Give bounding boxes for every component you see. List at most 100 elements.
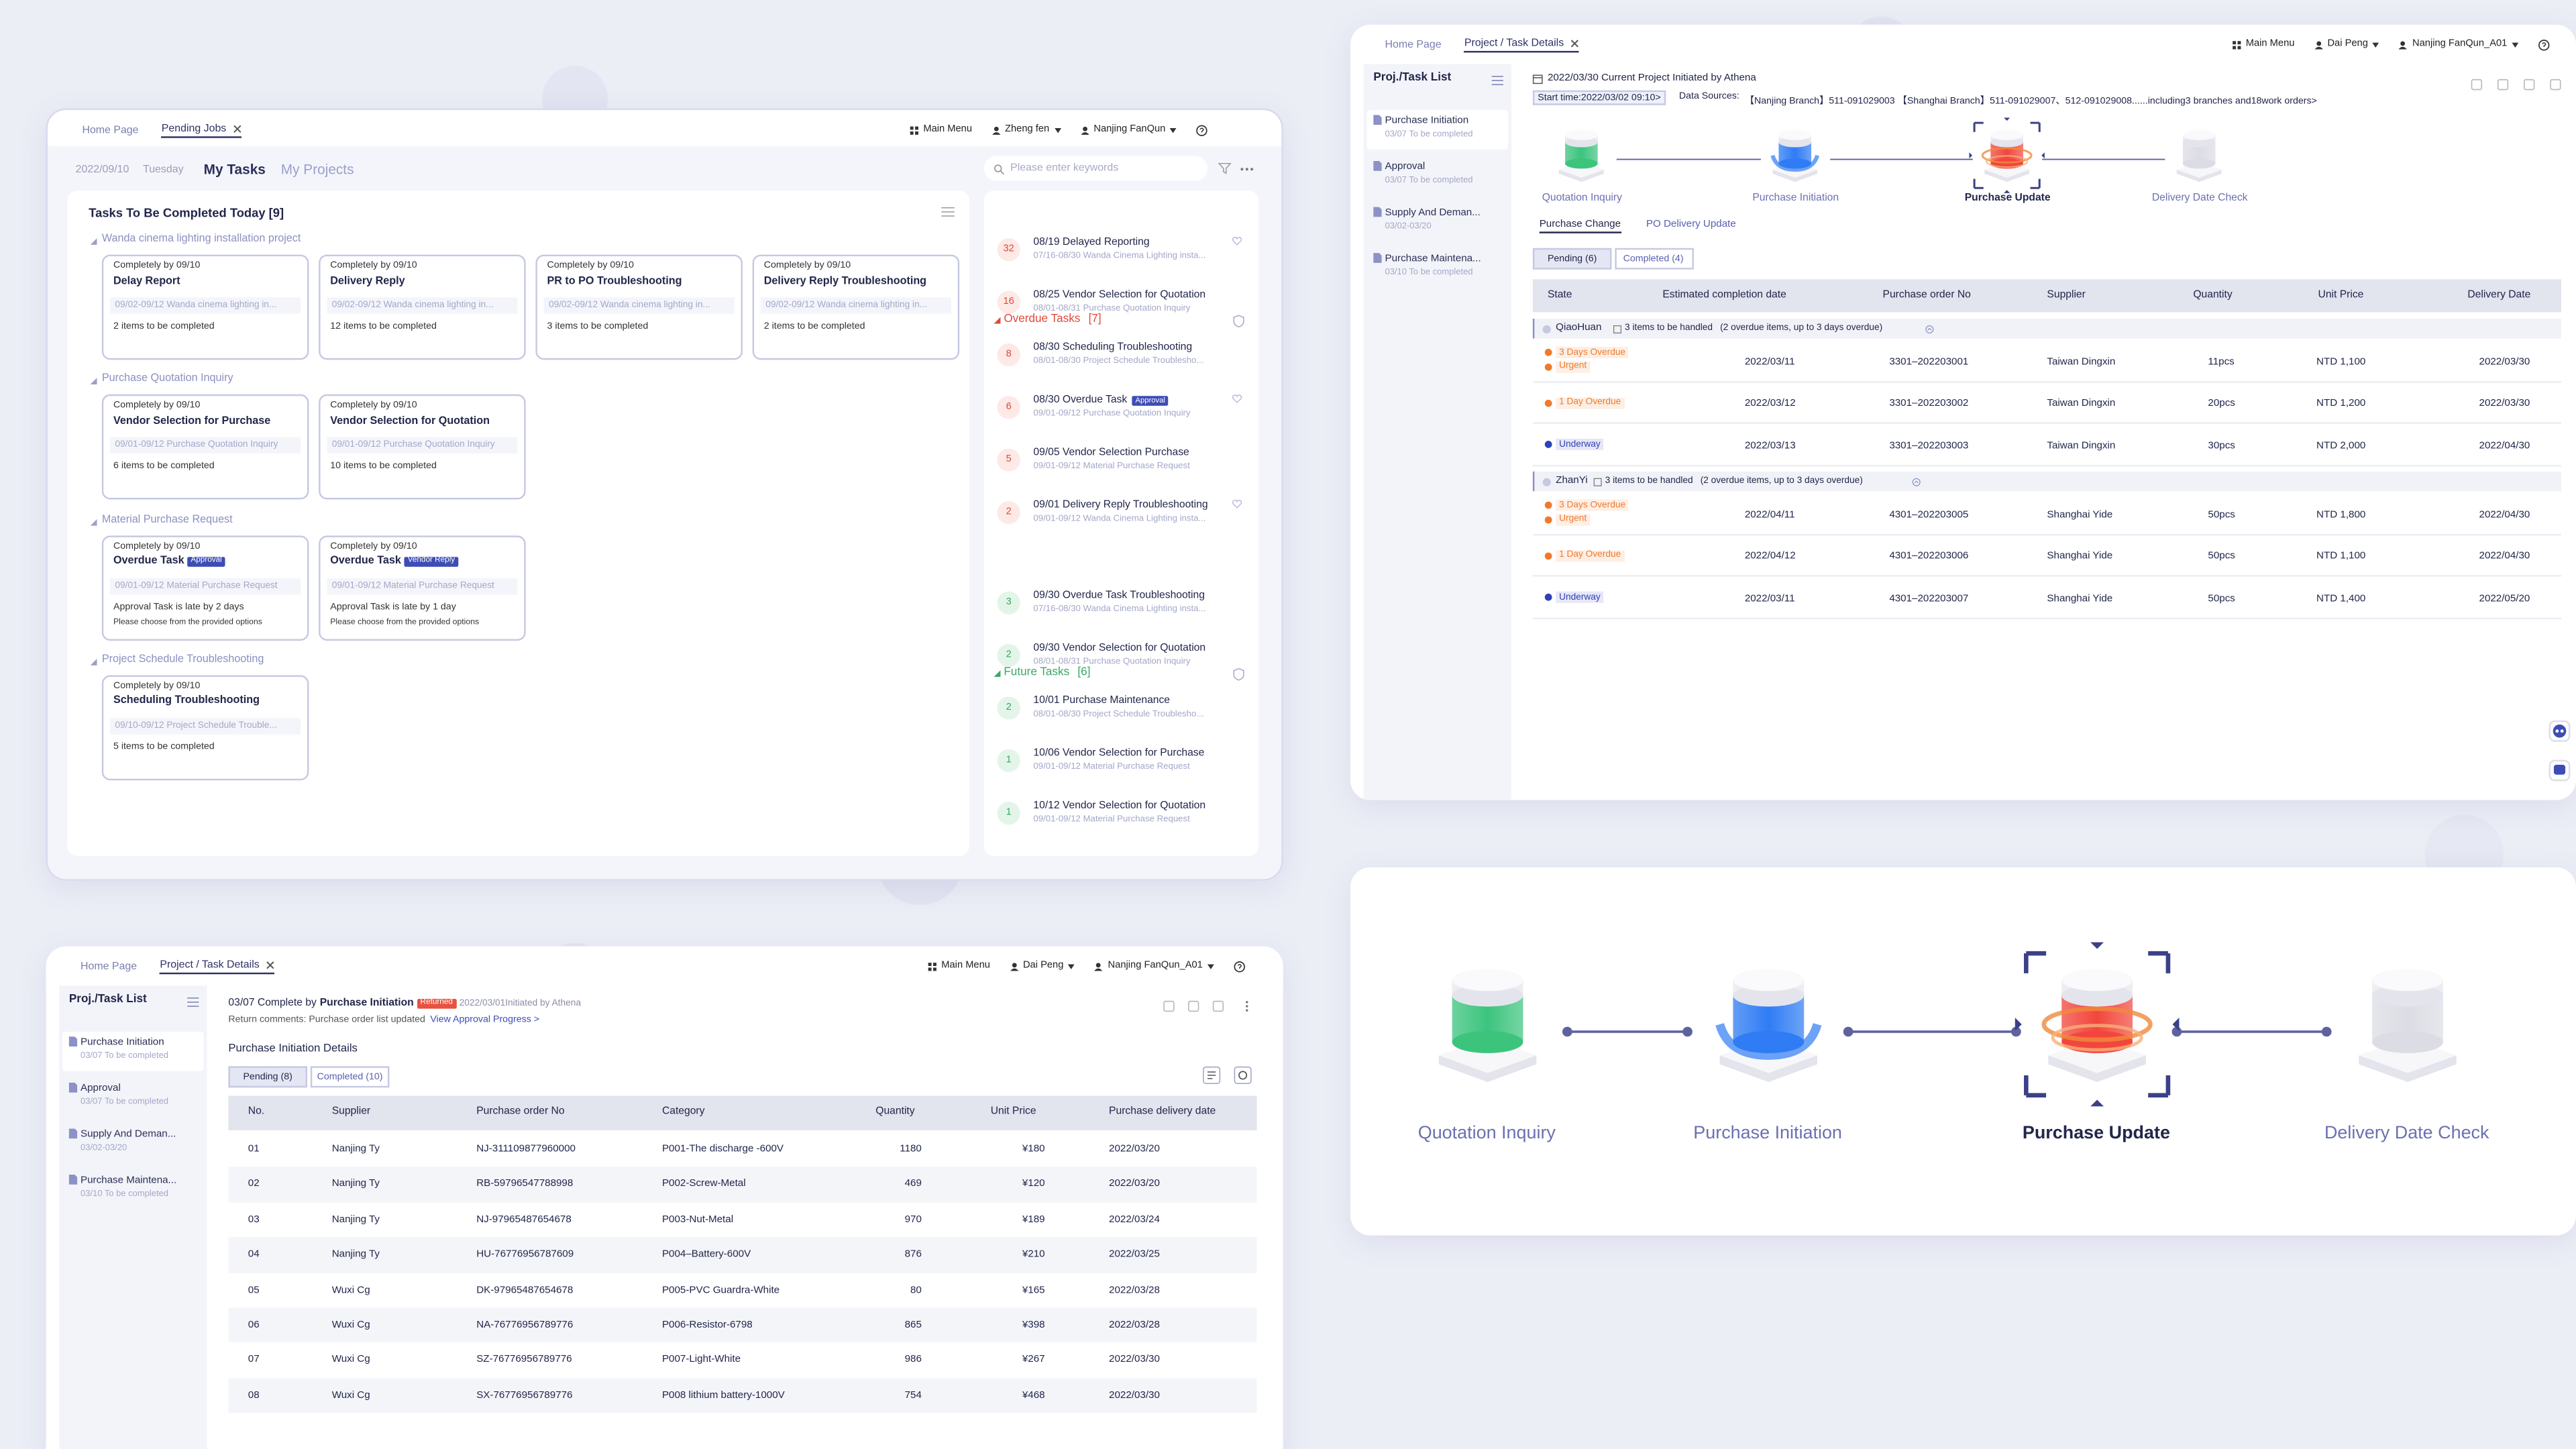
step-label[interactable]: Purchase Update — [1964, 192, 2051, 204]
pending-jobs-panel: Home Page Pending Jobs Main Menu Zheng fen N… — [46, 108, 1283, 881]
menu-item[interactable]: Main Menu — [928, 961, 990, 971]
timeline-title-row[interactable]: 09/01 Delivery Reply Troubleshooting — [1033, 498, 1208, 513]
task-card[interactable]: Completely by 09/10 Vendor Selection for … — [101, 394, 309, 500]
timeline-title-row[interactable]: 08/25 Vendor Selection for Quotation — [1033, 288, 1205, 303]
item-meta: 09/01-09/12 Material Purchase Request — [1033, 762, 1190, 773]
menu-item[interactable]: Nanjing FanQun — [1080, 125, 1177, 135]
task-list-item[interactable]: Purchase Maintena... 03/10 To be complete… — [62, 1170, 204, 1210]
timeline-title-row[interactable]: 08/30 Scheduling Troubleshooting — [1033, 340, 1192, 355]
task-card[interactable]: Completely by 09/10 Delivery Reply Troubl… — [752, 254, 960, 360]
toolbar-icon — [2471, 78, 2483, 91]
owner: ZhanYi — [1556, 474, 1588, 486]
assistant-icon — [2548, 720, 2571, 742]
table-row[interactable] — [228, 1167, 1257, 1203]
search-box[interactable]: Please enter keywords — [983, 156, 1208, 181]
column-header: Unit Price — [2318, 289, 2364, 301]
table-row[interactable] — [1532, 340, 2561, 382]
menu-item[interactable]: Nanjing FanQun_A01 — [2399, 40, 2519, 49]
timeline-title-row[interactable]: 09/05 Vendor Selection Purchase — [1033, 445, 1189, 460]
task-list-sidebar: Proj./Task List Purchase Initiation 03/07 … — [1363, 64, 1512, 800]
table-row[interactable] — [228, 1342, 1257, 1379]
table-cell: 2022/03/25 — [1109, 1248, 1160, 1260]
task-list-item[interactable]: Supply And Deman... 03/02-03/20 — [62, 1124, 204, 1163]
filter[interactable]: Completed (4) — [1615, 248, 1694, 270]
step-label[interactable]: Delivery Date Check — [2324, 1124, 2489, 1144]
table-cell: 11pcs — [2208, 356, 2235, 368]
task-card[interactable]: Completely by 09/10 Scheduling Troublesho… — [101, 675, 309, 780]
menu-item[interactable]: Nanjing FanQun_A01 — [1094, 961, 1215, 971]
view-tab-active[interactable]: My Tasks — [203, 161, 266, 178]
icon-part — [910, 125, 914, 129]
task-card[interactable]: Completely by 09/10 Delay Report 09/02-09/… — [101, 254, 309, 360]
state-icon — [1544, 594, 1552, 602]
tab[interactable]: Home Page — [1385, 38, 1442, 50]
step-label[interactable]: Purchase Initiation — [1752, 192, 1839, 204]
note: 10 items to be completed — [330, 462, 437, 472]
due-date: Completely by 09/10 — [330, 401, 417, 411]
task-card[interactable]: Completely by 09/10 Vendor Selection for … — [319, 394, 526, 500]
tab[interactable]: Home Page — [82, 123, 139, 136]
view-tab[interactable]: My Projects — [280, 161, 354, 178]
list-title: Proj./Task List — [1373, 72, 1452, 84]
menu-item[interactable]: Dai Peng — [2314, 40, 2380, 49]
timeline-title-row[interactable]: 10/12 Vendor Selection for Quotation — [1033, 798, 1205, 813]
icon-part — [1237, 963, 1242, 968]
view-tab[interactable]: PO Delivery Update — [1646, 218, 1736, 230]
timeline-title-row[interactable]: 10/01 Purchase Maintenance — [1033, 693, 1170, 708]
start-time[interactable]: Start time:2022/03/02 09:10> — [1532, 90, 1666, 105]
table-cell: P003-Nut-Metal — [661, 1214, 734, 1226]
tab-active[interactable]: Pending Jobs — [161, 122, 241, 138]
table-cell: Shanghai Yide — [2047, 508, 2113, 521]
task-card[interactable]: Completely by 09/10 Overdue Task Vendor Re… — [319, 535, 526, 641]
tab-active[interactable]: Project / Task Details — [160, 959, 274, 974]
step-label[interactable]: Quotation Inquiry — [1417, 1124, 1556, 1144]
step-label[interactable]: Delivery Date Check — [2151, 192, 2248, 204]
item-title: Supply And Deman... — [80, 1128, 176, 1140]
table-row[interactable] — [228, 1378, 1257, 1413]
task-list-item[interactable]: Approval 03/07 To be completed — [62, 1078, 204, 1118]
menu-item[interactable]: Main Menu — [2233, 40, 2294, 49]
table-row[interactable] — [1532, 493, 2561, 535]
table-row[interactable] — [228, 1307, 1257, 1343]
task-card[interactable]: Completely by 09/10 Overdue Task Approval 0… — [101, 535, 309, 641]
table-row[interactable] — [228, 1272, 1257, 1308]
task-list-item[interactable]: Purchase Initiation 03/07 To be completed — [1366, 110, 1509, 150]
table-row[interactable] — [228, 1202, 1257, 1238]
menu-item[interactable]: Dai Peng — [1010, 961, 1075, 971]
step-connector — [1830, 159, 1973, 161]
step-label[interactable]: Purchase Initiation — [1693, 1124, 1842, 1144]
tab[interactable]: Home Page — [80, 960, 138, 972]
approval-link[interactable]: View Approval Progress > — [430, 1015, 540, 1026]
tab-active[interactable]: Project / Task Details — [1464, 37, 1579, 52]
task-list-item[interactable]: Purchase Initiation 03/07 To be completed — [62, 1031, 204, 1071]
table-row[interactable] — [228, 1237, 1257, 1273]
sources[interactable]: 【Nanjing Branch】511-091029003 【Shanghai … — [1744, 97, 2317, 107]
table-row[interactable] — [1532, 382, 2561, 425]
timeline-title-row[interactable]: 08/30 Overdue Task Approval — [1033, 392, 1169, 407]
task-card[interactable]: Completely by 09/10 PR to PO Troubleshoot… — [535, 254, 743, 360]
task-list-item[interactable]: Approval 03/07 To be completed — [1367, 156, 1509, 196]
timeline-title-row[interactable]: 10/06 Vendor Selection for Purchase — [1033, 746, 1204, 761]
filter-active[interactable]: Pending (6) — [1532, 248, 1612, 270]
icon-part — [2553, 724, 2567, 738]
icon-part — [1373, 115, 1382, 125]
task-list-item[interactable]: Purchase Maintena... 03/10 To be complete… — [1367, 248, 1509, 288]
table-row[interactable] — [1532, 425, 2561, 467]
filter-active[interactable]: Pending (8) — [228, 1066, 307, 1088]
task-list-item[interactable]: Supply And Deman... 03/02-03/20 — [1367, 202, 1509, 241]
table-cell: 04 — [248, 1248, 260, 1260]
step-label[interactable]: Quotation Inquiry — [1542, 192, 1622, 204]
table-row[interactable] — [1532, 578, 2561, 620]
timeline-title-row[interactable]: 09/30 Vendor Selection for Quotation — [1033, 641, 1205, 655]
task-card[interactable]: Completely by 09/10 Delivery Reply 09/02-0… — [319, 254, 526, 360]
menu-item[interactable]: Zheng fen — [991, 125, 1061, 135]
timeline-title-row[interactable]: 08/19 Delayed Reporting — [1033, 235, 1149, 250]
table-row[interactable] — [228, 1132, 1257, 1167]
table-row[interactable] — [1532, 535, 2561, 578]
filter[interactable]: Completed (10) — [310, 1066, 390, 1088]
menu-item[interactable]: Main Menu — [910, 125, 972, 135]
icon-part — [1732, 1030, 1804, 1053]
view-tab-active[interactable]: Purchase Change — [1539, 219, 1621, 233]
timeline-title-row[interactable]: 09/30 Overdue Task Troubleshooting — [1033, 588, 1205, 603]
step-label[interactable]: Purchase Update — [2022, 1124, 2170, 1144]
